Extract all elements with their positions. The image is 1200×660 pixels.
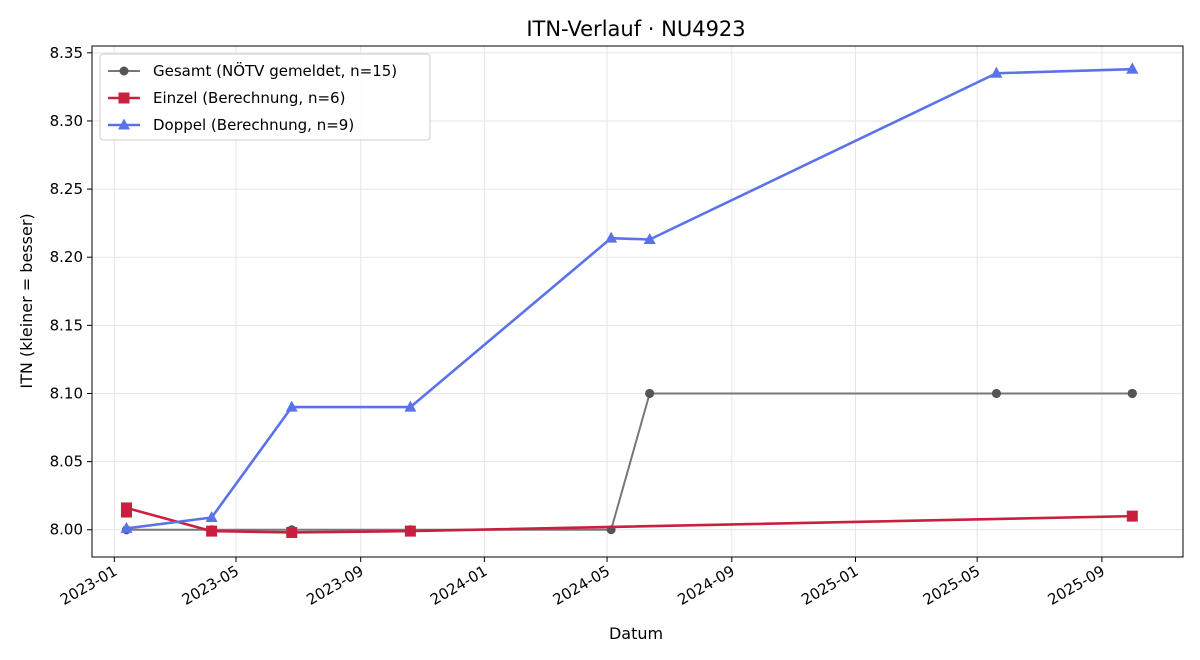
data-point	[991, 388, 1001, 398]
data-point	[645, 388, 655, 398]
data-point	[404, 525, 416, 537]
legend-label: Einzel (Berechnung, n=6)	[153, 89, 345, 107]
series-layer	[120, 62, 1139, 538]
x-tick-label: 2023-05	[179, 562, 242, 609]
y-tick-label: 8.15	[50, 316, 83, 334]
x-tick-label: 2025-01	[798, 562, 861, 609]
x-tick-label: 2025-09	[1045, 562, 1108, 609]
legend: Gesamt (NÖTV gemeldet, n=15) Einzel (Bere…	[99, 53, 431, 141]
legend-marker	[118, 118, 130, 130]
x-tick-label: 2024-09	[675, 562, 738, 609]
legend-marker	[119, 66, 129, 76]
data-point	[205, 510, 218, 522]
legend-item: Doppel (Berechnung, n=9)	[108, 116, 354, 134]
data-point	[605, 231, 618, 243]
data-point	[1126, 510, 1138, 522]
grid	[92, 46, 1183, 557]
data-point	[990, 66, 1003, 78]
series-3	[120, 62, 1139, 533]
data-point	[286, 526, 298, 538]
legend-box	[99, 53, 431, 141]
x-tick-label: 2024-05	[550, 562, 613, 609]
legend-marker	[118, 92, 130, 104]
y-tick-label: 8.10	[50, 384, 83, 402]
data-point	[120, 521, 133, 533]
legend-label: Doppel (Berechnung, n=9)	[153, 116, 354, 134]
series-line	[126, 67, 1133, 530]
y-tick-label: 8.25	[50, 180, 83, 198]
data-point	[285, 400, 298, 412]
x-tick-label: 2023-01	[57, 562, 120, 609]
x-tick-label: 2023-09	[303, 562, 366, 609]
x-tick-label: 2024-01	[427, 562, 490, 609]
data-point	[1127, 388, 1137, 398]
y-tick-label: 8.00	[50, 521, 83, 539]
data-point	[643, 232, 656, 244]
legend-label: Gesamt (NÖTV gemeldet, n=15)	[153, 61, 397, 80]
y-tick-label: 8.30	[50, 112, 83, 130]
x-axis: 2023-01 2023-05 2023-09 2024-01 2024-05 2024-…	[57, 557, 1108, 609]
data-point	[206, 525, 218, 537]
plot-frame	[91, 45, 1184, 558]
x-axis-label: Datum	[609, 624, 663, 643]
y-axis: 8.00 8.05 8.10 8.15 8.20 8.25 8.30 8.35	[50, 44, 92, 539]
data-point	[120, 502, 132, 514]
y-tick-label: 8.20	[50, 248, 83, 266]
y-tick-label: 8.35	[50, 44, 83, 62]
chart-title: ITN-Verlauf · NU4923	[526, 17, 745, 41]
legend-item: Einzel (Berechnung, n=6)	[108, 89, 345, 107]
series-2	[120, 502, 1138, 538]
x-tick-label: 2025-05	[920, 562, 983, 609]
y-axis-label: ITN (kleiner = besser)	[17, 213, 36, 388]
legend-item: Gesamt (NÖTV gemeldet, n=15)	[108, 61, 397, 80]
y-tick-label: 8.05	[50, 453, 83, 471]
data-point	[1126, 62, 1139, 74]
data-point	[404, 400, 417, 412]
